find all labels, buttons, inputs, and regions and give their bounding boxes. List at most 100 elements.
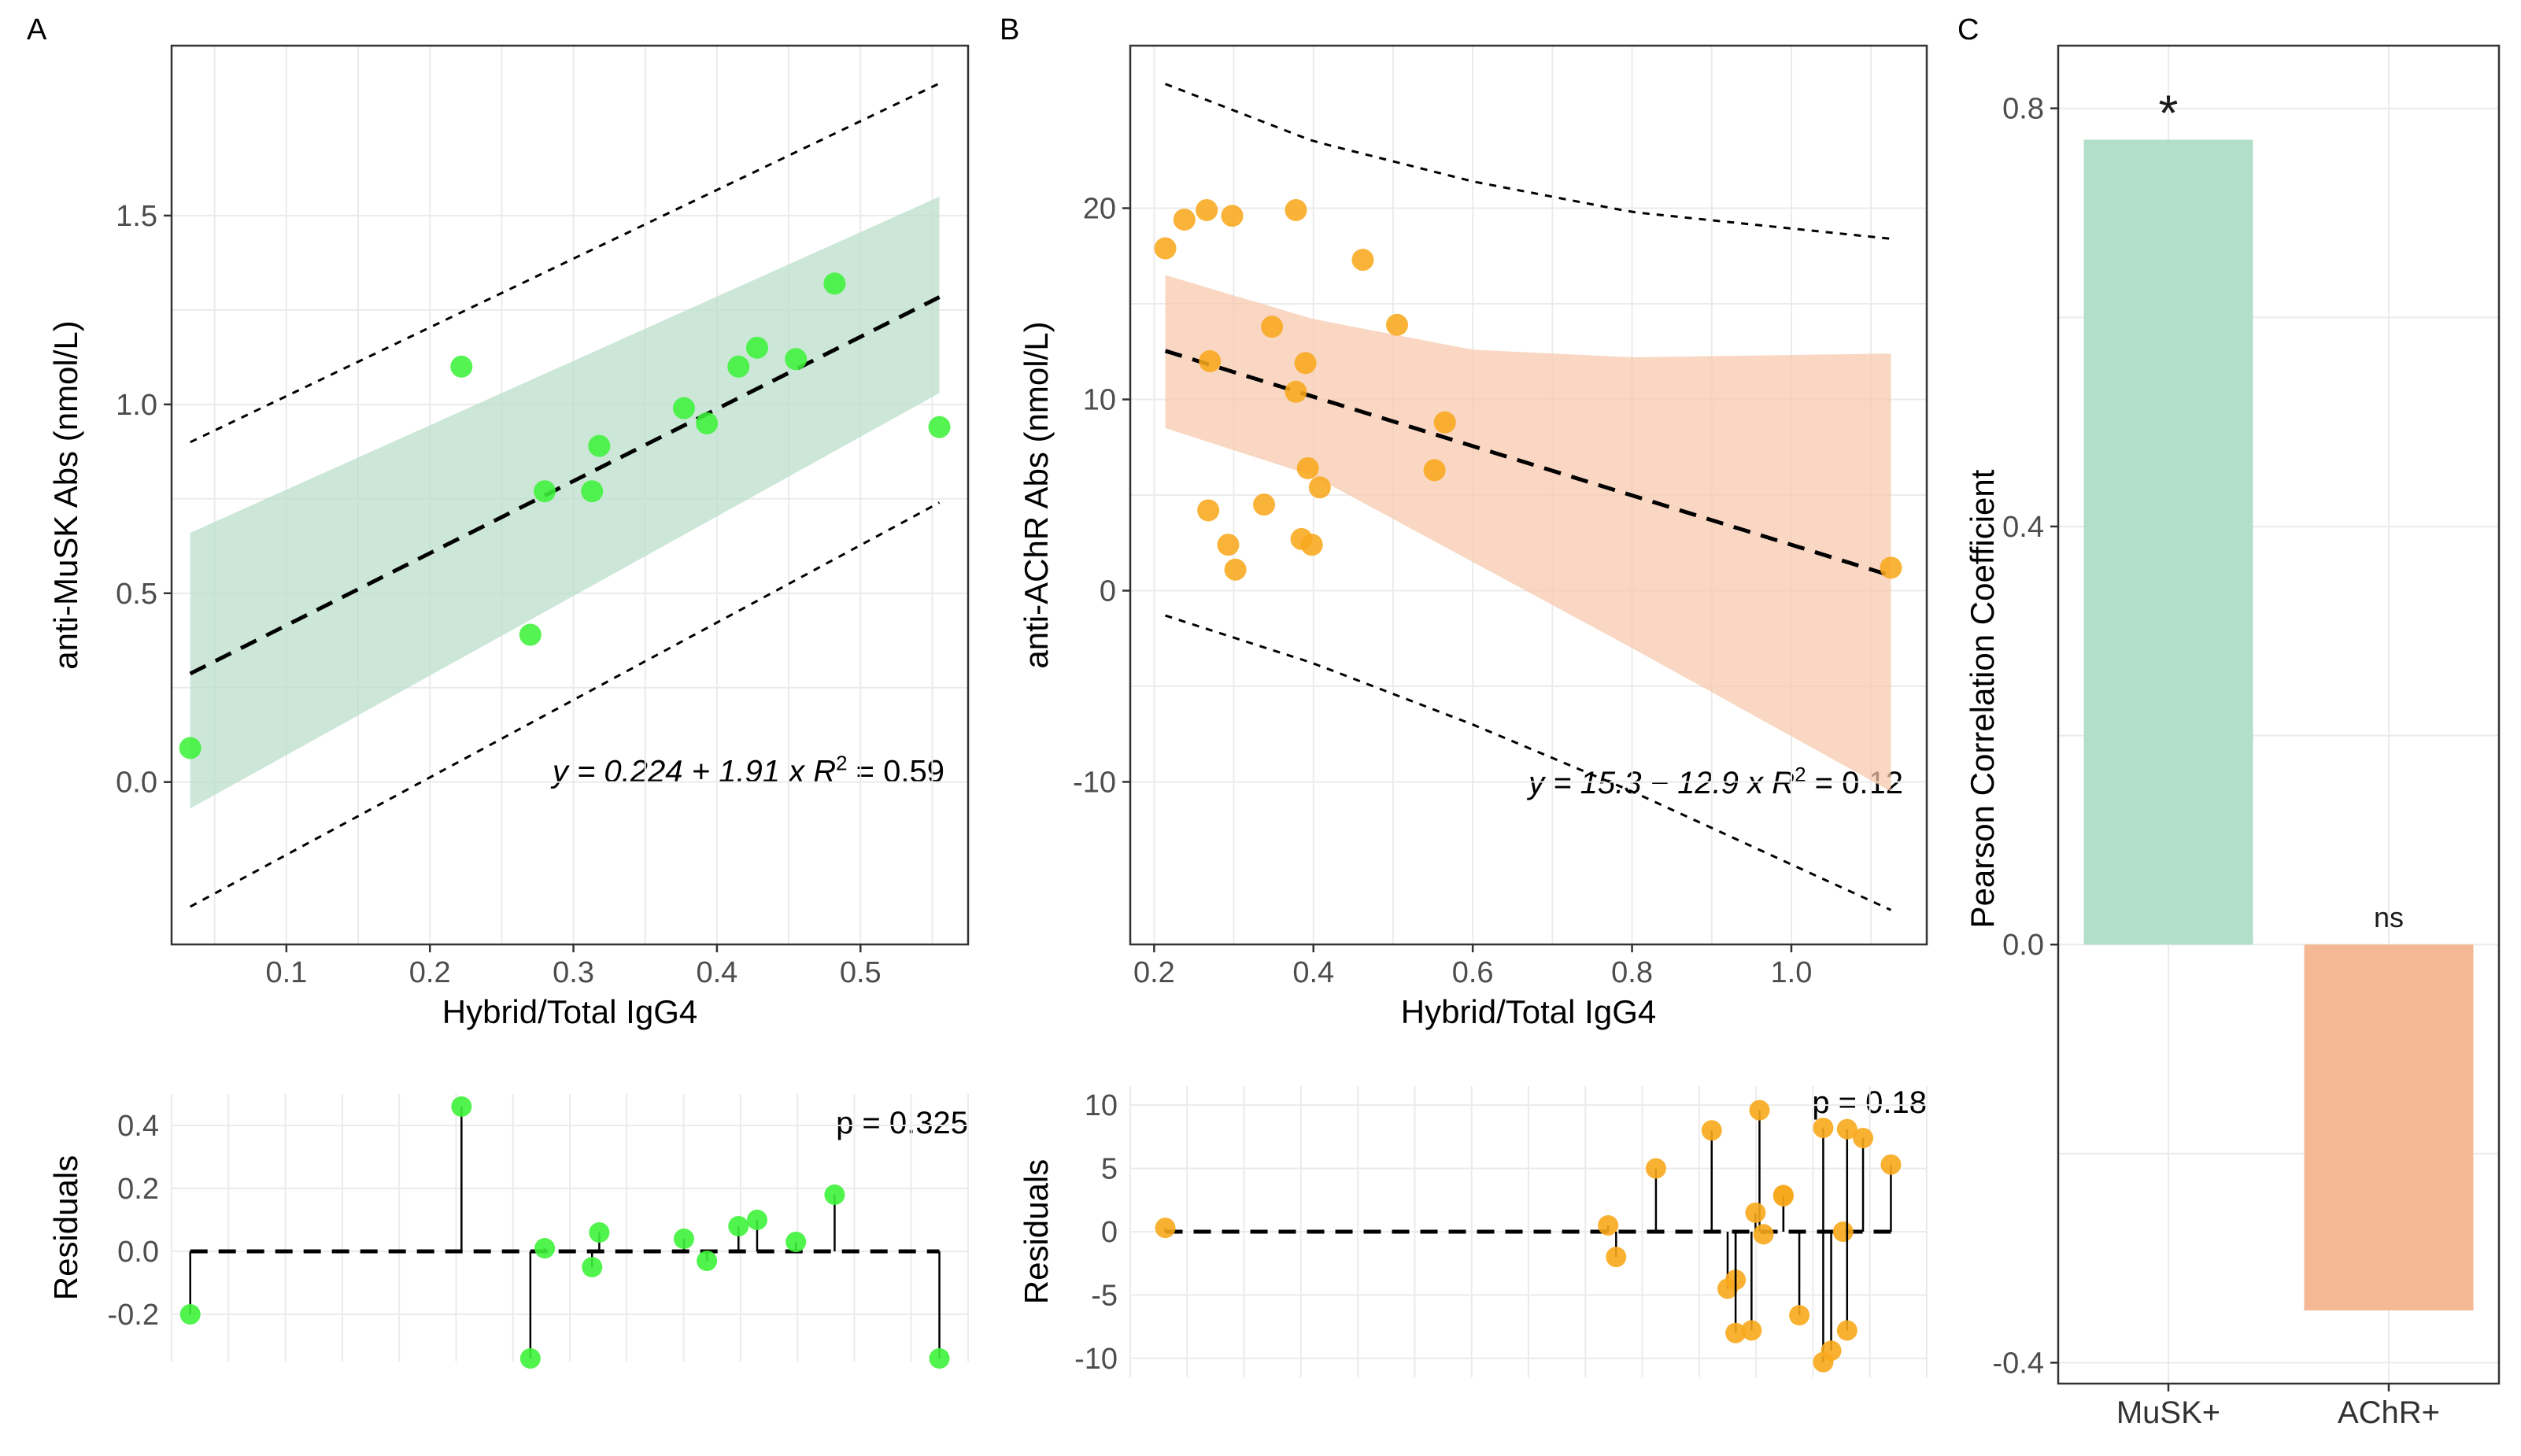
panel-a-data-point	[696, 412, 719, 434]
panel-a-equation-fit: y = 0.224 + 1.91 x	[550, 755, 813, 789]
panel-b-data-point	[1423, 459, 1446, 482]
panel-a-residual-point	[519, 1348, 541, 1369]
panel-c-y-tick-label: 0.0	[2002, 929, 2044, 962]
panel-c-significance-label: *	[2159, 85, 2179, 142]
panel-b-equation-superscript: 2	[1795, 763, 1806, 786]
panel-a-residuals-y-tick-label: -0.2	[108, 1299, 159, 1332]
panel-a-data-point	[581, 480, 604, 503]
panel-c-plot-frame	[2057, 44, 2501, 1385]
panel-b-data-point	[1253, 493, 1276, 516]
panel-b-x-tick-label: 0.2	[1133, 956, 1175, 989]
panel-a-residual-point	[746, 1210, 767, 1230]
panel-a-residuals-y-tick-label: 0.0	[117, 1236, 159, 1269]
panel-b-data-point	[1294, 352, 1317, 375]
panel-a-x-tick-label: 0.1	[265, 956, 307, 989]
panel-c: C Pearson Correlation Coefficient * MuSK+…	[1957, 13, 2501, 1430]
panel-b-residual-point	[1836, 1320, 1857, 1341]
panel-a-equation-r: R	[813, 755, 836, 789]
panel-c-label: C	[1957, 13, 1979, 46]
panel-a-residual-point	[673, 1229, 694, 1249]
panel-b-label: B	[1000, 13, 1019, 46]
panel-b-y-tick-label: 20	[1083, 193, 1116, 226]
panel-b-data-point	[1217, 534, 1240, 556]
panel-b-equation-fit: y = 15.3 − 12.9 x	[1526, 766, 1772, 800]
panel-b-data-point	[1880, 556, 1902, 579]
panel-b-data-point	[1386, 313, 1409, 336]
panel-b-residuals-y-tick-label: -5	[1091, 1279, 1118, 1312]
panel-b-residual-point	[1880, 1154, 1902, 1175]
panel-a-data-point	[534, 480, 556, 503]
panel-c-y-tick-label: -0.4	[1993, 1347, 2044, 1380]
panel-b-plot-frame	[1129, 44, 1928, 946]
panel-a-residual-point	[786, 1232, 807, 1252]
panel-b-residual-point	[1701, 1120, 1722, 1141]
panel-c-x-tick-label: AChR+	[2338, 1395, 2440, 1430]
panel-c-bar-achr	[2304, 944, 2474, 1311]
panel-b-data-point	[1308, 476, 1331, 499]
panel-a-x-tick-label: 0.3	[553, 956, 594, 989]
panel-b-data-point	[1197, 499, 1220, 522]
panel-b-residual-point	[1745, 1202, 1766, 1223]
panel-a: A Hybrid/Total IgG4 anti-MuSK Abs (nmol/…	[27, 13, 970, 1369]
panel-b-residual-point	[1789, 1305, 1810, 1326]
panel-a-y-tick-label: 0.5	[116, 578, 157, 611]
panel-b-prediction-interval-upper	[1164, 83, 1891, 240]
panel-a-x-tick-label: 0.5	[840, 956, 882, 989]
panel-a-data-point	[179, 737, 201, 759]
panel-a-y-tick-label: 1.0	[116, 389, 157, 422]
panel-c-bar-musk	[2083, 139, 2253, 945]
panel-c-y-axis-label: Pearson Correlation Coefficient	[1964, 469, 2001, 928]
panel-b-x-tick-label: 0.4	[1292, 956, 1334, 989]
panel-b-residuals-y-tick-label: 5	[1101, 1153, 1118, 1186]
panel-a-data-point	[823, 272, 846, 295]
panel-b-residual-point	[1836, 1118, 1857, 1140]
panel-a-residual-point	[582, 1257, 603, 1277]
panel-b-residual-point	[1853, 1127, 1874, 1148]
panel-b-data-point	[1296, 456, 1319, 479]
panel-a-residuals-y-tick-label: 0.4	[117, 1110, 159, 1143]
panel-a-residuals-p-value: p = 0.325	[836, 1106, 968, 1140]
panel-a-data-point	[588, 434, 611, 457]
panel-b-residual-point	[1813, 1118, 1834, 1139]
panel-a-data-point	[727, 355, 750, 378]
panel-b-residual-point	[1645, 1158, 1666, 1179]
panel-b-residuals-y-tick-label: 10	[1085, 1089, 1118, 1122]
panel-a-data-point	[450, 355, 473, 378]
panel-b-y-tick-label: 10	[1083, 384, 1116, 417]
panel-b-data-point	[1199, 349, 1222, 372]
panel-a-x-tick-label: 0.2	[409, 956, 451, 989]
panel-a-residual-point	[728, 1216, 749, 1236]
panel-b-data-point	[1285, 198, 1307, 221]
panel-b-confidence-band	[1165, 275, 1891, 792]
panel-a-residual-point	[929, 1348, 950, 1369]
panel-b-data-point	[1351, 249, 1374, 272]
panel-b-residual-point	[1772, 1185, 1794, 1207]
panel-a-x-axis-label: Hybrid/Total IgG4	[442, 993, 697, 1030]
panel-b-residual-point	[1606, 1247, 1627, 1268]
panel-c-x-tick-label: MuSK+	[2116, 1395, 2220, 1430]
panel-b-data-point	[1173, 209, 1196, 231]
panel-b-y-tick-label: 0	[1100, 575, 1116, 608]
panel-b-y-tick-label: -10	[1073, 766, 1116, 799]
panel-a-residual-point	[824, 1184, 845, 1205]
panel-b-residual-point	[1749, 1099, 1770, 1121]
panel-a-residual-point	[179, 1304, 201, 1325]
panel-a-data-point	[672, 397, 695, 419]
panel-b-residual-point	[1832, 1221, 1854, 1242]
panel-a-data-point	[519, 623, 542, 646]
panel-a-prediction-interval-upper	[190, 82, 941, 444]
panel-b-residuals-y-label: Residuals	[1018, 1159, 1055, 1304]
panel-b-residual-point	[1725, 1322, 1747, 1343]
panel-b-residuals-gridlines	[1129, 1086, 1928, 1377]
panel-b-data-point	[1221, 205, 1244, 227]
panel-b-residual-point	[1598, 1214, 1619, 1236]
panel-c-y-tick-label: 0.8	[2002, 93, 2044, 126]
panel-c-y-tick-label: 0.4	[2002, 511, 2044, 544]
panel-a-data-point	[745, 336, 768, 359]
panel-a-y-tick-label: 1.5	[116, 200, 157, 233]
panel-b-data-point	[1154, 237, 1177, 260]
panel-b-residuals-y-tick-label: -10	[1074, 1343, 1118, 1376]
panel-a-regression-equation: y = 0.224 + 1.91 x R2 = 0.59	[550, 752, 944, 789]
panel-b-x-axis-label: Hybrid/Total IgG4	[1401, 993, 1656, 1030]
